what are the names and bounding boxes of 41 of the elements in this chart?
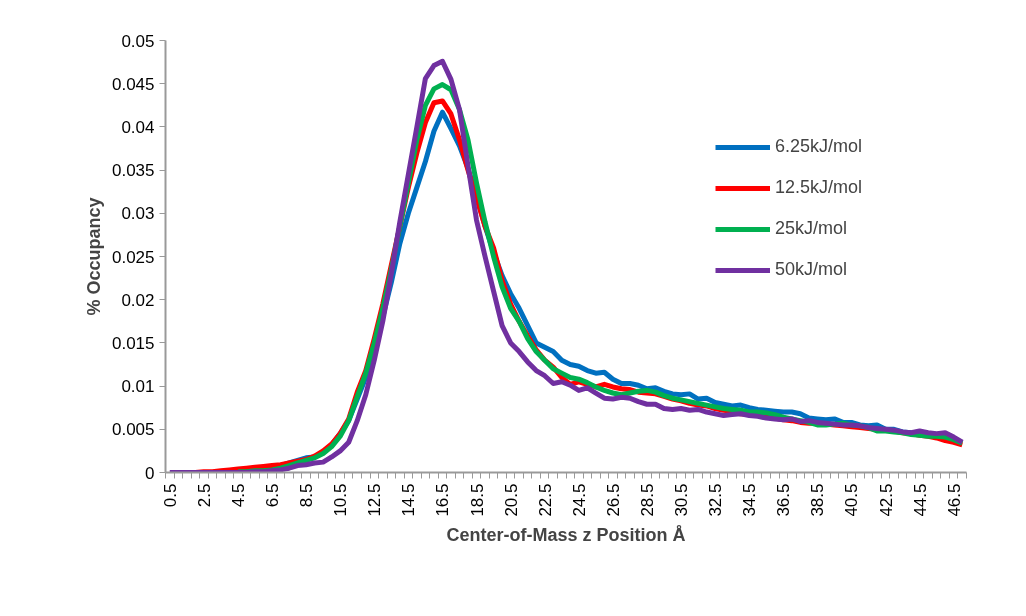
y-axis-title: % Occupancy	[83, 197, 104, 316]
x-tick-label: 28.5	[637, 483, 657, 517]
x-tick-label: 36.5	[774, 483, 794, 517]
x-tick-label: 2.5	[194, 483, 214, 508]
legend-label: 50kJ/mol	[775, 259, 848, 280]
y-tick-label: 0.035	[111, 161, 155, 181]
legend-label: 12.5kJ/mol	[775, 177, 863, 198]
x-tick-label: 32.5	[706, 483, 726, 517]
legend-label: 25kJ/mol	[775, 218, 848, 239]
x-tick-label: 42.5	[876, 483, 896, 517]
x-tick-label: 0.5	[160, 483, 180, 508]
x-tick-label: 22.5	[535, 483, 555, 517]
y-tick-label: 0	[145, 463, 155, 483]
x-tick-label: 18.5	[467, 483, 487, 517]
x-axis-title: Center-of-Mass z Position Å	[446, 524, 686, 545]
x-tick-label: 40.5	[842, 483, 862, 517]
y-tick-label: 0.015	[111, 333, 155, 353]
x-tick-label: 30.5	[672, 483, 692, 517]
x-tick-label: 38.5	[808, 483, 828, 517]
x-tick-label: 12.5	[365, 483, 385, 517]
y-tick-label: 0.05	[121, 31, 155, 51]
x-tick-label: 24.5	[569, 483, 589, 517]
x-tick-label: 4.5	[228, 483, 248, 508]
y-tick-label: 0.02	[121, 290, 155, 310]
x-tick-label: 16.5	[433, 483, 453, 517]
x-tick-label: 14.5	[399, 483, 419, 517]
y-tick-label: 0.005	[111, 420, 155, 440]
x-tick-label: 44.5	[910, 483, 930, 517]
y-tick-label: 0.025	[111, 247, 155, 267]
y-tick-label: 0.04	[121, 117, 155, 137]
x-tick-label: 10.5	[331, 483, 351, 517]
x-tick-label: 8.5	[297, 483, 317, 508]
y-tick-label: 0.03	[121, 204, 155, 224]
x-tick-label: 26.5	[603, 483, 623, 517]
y-tick-label: 0.01	[121, 377, 155, 397]
x-tick-label: 20.5	[501, 483, 521, 517]
x-tick-label: 34.5	[740, 483, 760, 517]
y-tick-label: 0.045	[111, 74, 155, 94]
x-tick-label: 46.5	[944, 483, 964, 517]
legend-label: 6.25kJ/mol	[775, 136, 863, 157]
x-tick-label: 6.5	[263, 483, 283, 508]
